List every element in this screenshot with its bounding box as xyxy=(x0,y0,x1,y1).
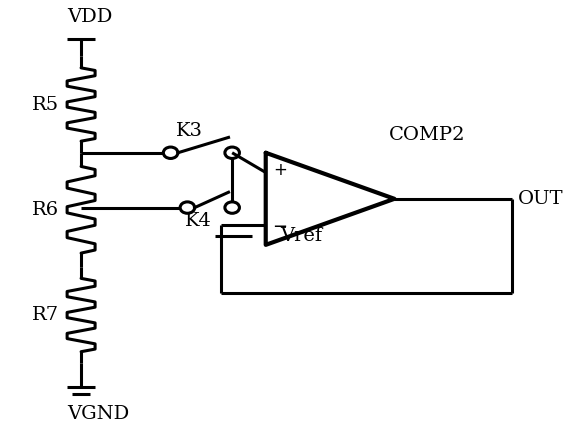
Text: R5: R5 xyxy=(32,96,59,113)
Text: −: − xyxy=(272,218,288,236)
Text: R7: R7 xyxy=(32,306,59,324)
Text: COMP2: COMP2 xyxy=(389,126,465,144)
Text: Vref: Vref xyxy=(279,227,322,245)
Text: VGND: VGND xyxy=(67,405,129,423)
Text: K3: K3 xyxy=(176,121,203,140)
Text: OUT: OUT xyxy=(518,190,563,208)
Text: K4: K4 xyxy=(185,212,212,230)
Text: +: + xyxy=(273,161,287,179)
Text: VDD: VDD xyxy=(67,8,113,25)
Text: R6: R6 xyxy=(32,201,59,219)
